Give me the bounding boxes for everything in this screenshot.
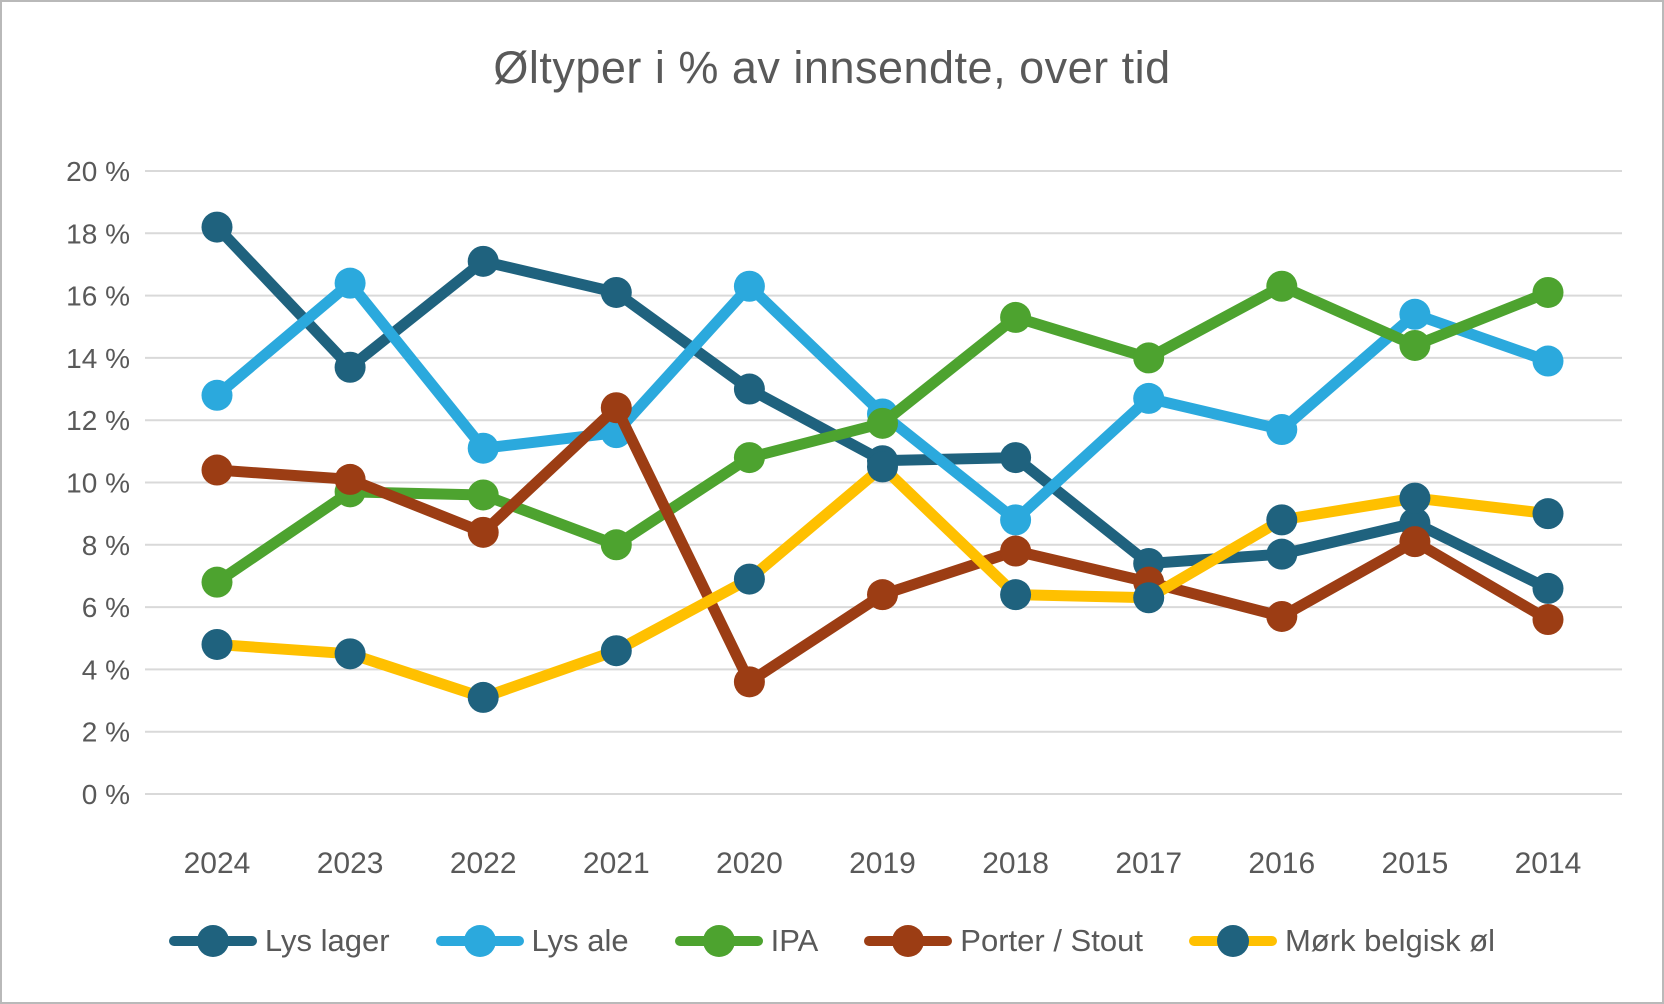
x-axis-label-2024: 2024: [184, 847, 251, 880]
data-point-mork-belgisk-ol-2019[interactable]: [867, 451, 898, 483]
y-axis-label-14: 14 %: [66, 343, 130, 374]
legend-item-lys-lager[interactable]: Lys lager: [168, 923, 390, 959]
data-point-porter-stout-2016[interactable]: [1266, 600, 1298, 632]
x-axis-label-2020: 2020: [716, 847, 783, 880]
data-point-mork-belgisk-ol-2024[interactable]: [201, 628, 233, 660]
data-point-lys-ale-2014[interactable]: [1532, 345, 1564, 377]
data-point-mork-belgisk-ol-2016[interactable]: [1266, 504, 1298, 536]
data-point-ipa-2021[interactable]: [600, 529, 632, 561]
data-point-porter-stout-2018[interactable]: [1000, 535, 1032, 567]
x-axis-label-2018: 2018: [982, 847, 1049, 880]
data-point-ipa-2020[interactable]: [733, 442, 765, 474]
data-point-ipa-2022[interactable]: [467, 479, 499, 511]
data-point-porter-stout-2024[interactable]: [201, 454, 233, 486]
legend-item-porter-stout[interactable]: Porter / Stout: [864, 923, 1143, 959]
data-point-lys-lager-2022[interactable]: [467, 245, 499, 277]
y-axis-label-18: 18 %: [66, 218, 130, 249]
y-axis-label-4: 4 %: [82, 654, 130, 685]
data-point-lys-ale-2018[interactable]: [1000, 504, 1032, 536]
legend-label-lys-lager: Lys lager: [264, 923, 390, 958]
data-point-lys-ale-2023[interactable]: [334, 267, 366, 299]
data-point-ipa-2019[interactable]: [867, 407, 898, 439]
data-point-ipa-2018[interactable]: [1000, 301, 1032, 333]
y-axis-label-2: 2 %: [82, 717, 130, 748]
legend-marker-icon-ipa: [674, 924, 763, 958]
y-axis-label-0: 0 %: [82, 779, 130, 810]
data-point-lys-ale-2024[interactable]: [201, 379, 233, 411]
data-point-mork-belgisk-ol-2014[interactable]: [1532, 498, 1564, 530]
legend-marker-icon-porter-stout: [864, 924, 953, 958]
legend-marker-icon-mork-belgisk-ol: [1188, 924, 1277, 958]
legend-dot-ipa: [702, 925, 735, 957]
data-point-lys-lager-2020[interactable]: [733, 373, 765, 405]
data-point-ipa-2024[interactable]: [201, 566, 233, 598]
x-axis-label-2017: 2017: [1115, 847, 1182, 880]
data-point-lys-lager-2021[interactable]: [600, 276, 632, 308]
data-point-porter-stout-2021[interactable]: [600, 392, 632, 424]
data-point-ipa-2015[interactable]: [1399, 329, 1431, 361]
legend-item-mork-belgisk-ol[interactable]: Mørk belgisk øl: [1188, 923, 1496, 959]
y-axis-label-6: 6 %: [82, 592, 130, 623]
y-axis-label-20: 20 %: [66, 156, 130, 187]
legend-dot-porter-stout: [892, 925, 925, 957]
data-point-mork-belgisk-ol-2017[interactable]: [1133, 582, 1165, 614]
legend-item-lys-ale[interactable]: Lys ale: [435, 923, 629, 959]
x-axis-label-2023: 2023: [317, 847, 384, 880]
data-point-mork-belgisk-ol-2022[interactable]: [467, 681, 499, 713]
x-axis-label-2014: 2014: [1515, 847, 1582, 880]
y-axis-label-16: 16 %: [66, 281, 130, 312]
data-point-porter-stout-2019[interactable]: [867, 579, 898, 611]
data-point-porter-stout-2014[interactable]: [1532, 604, 1564, 636]
data-point-ipa-2016[interactable]: [1266, 270, 1298, 302]
legend-label-ipa: IPA: [770, 923, 819, 958]
data-point-ipa-2017[interactable]: [1133, 342, 1165, 374]
legend-dot-lys-ale: [463, 925, 496, 957]
chart-legend: Lys lager Lys ale IPA Porter / Stout Mørk be…: [2, 905, 1662, 977]
x-axis-label-2015: 2015: [1382, 847, 1449, 880]
data-point-lys-ale-2017[interactable]: [1133, 382, 1165, 414]
data-point-lys-ale-2015[interactable]: [1399, 298, 1431, 330]
legend-label-mork-belgisk-ol: Mørk belgisk øl: [1284, 923, 1496, 958]
x-axis-label-2019: 2019: [849, 847, 916, 880]
legend-dot-mork-belgisk-ol: [1216, 925, 1249, 957]
legend-label-lys-ale: Lys ale: [531, 923, 629, 958]
legend-marker-icon-lys-ale: [435, 924, 524, 958]
x-axis-label-2016: 2016: [1248, 847, 1315, 880]
data-point-mork-belgisk-ol-2018[interactable]: [1000, 579, 1032, 611]
data-point-mork-belgisk-ol-2021[interactable]: [600, 635, 632, 667]
data-point-ipa-2014[interactable]: [1532, 276, 1564, 308]
data-point-porter-stout-2015[interactable]: [1399, 526, 1431, 558]
legend-marker-icon-lys-lager: [168, 924, 257, 958]
y-axis-label-10: 10 %: [66, 468, 130, 499]
data-point-lys-ale-2022[interactable]: [467, 432, 499, 464]
data-point-mork-belgisk-ol-2020[interactable]: [733, 563, 765, 595]
data-point-lys-ale-2016[interactable]: [1266, 414, 1298, 446]
data-point-lys-lager-2024[interactable]: [201, 211, 233, 243]
data-point-lys-lager-2016[interactable]: [1266, 538, 1298, 570]
data-point-lys-ale-2020[interactable]: [733, 270, 765, 302]
data-point-porter-stout-2023[interactable]: [334, 463, 366, 495]
data-point-porter-stout-2022[interactable]: [467, 516, 499, 548]
legend-item-ipa[interactable]: IPA: [674, 923, 819, 959]
data-point-mork-belgisk-ol-2015[interactable]: [1399, 482, 1431, 514]
y-axis-label-8: 8 %: [82, 530, 130, 561]
y-axis-label-12: 12 %: [66, 405, 130, 436]
chart-title: Øltyper i % av innsendte, over tid: [493, 42, 1171, 93]
data-point-porter-stout-2020[interactable]: [733, 666, 765, 698]
data-point-lys-lager-2018[interactable]: [1000, 442, 1032, 474]
legend-dot-lys-lager: [196, 925, 229, 957]
data-point-mork-belgisk-ol-2023[interactable]: [334, 638, 366, 670]
x-axis-label-2021: 2021: [583, 847, 650, 880]
data-point-lys-lager-2023[interactable]: [334, 351, 366, 383]
x-axis-label-2022: 2022: [450, 847, 517, 880]
legend-label-porter-stout: Porter / Stout: [960, 923, 1143, 958]
data-point-lys-lager-2014[interactable]: [1532, 572, 1564, 604]
